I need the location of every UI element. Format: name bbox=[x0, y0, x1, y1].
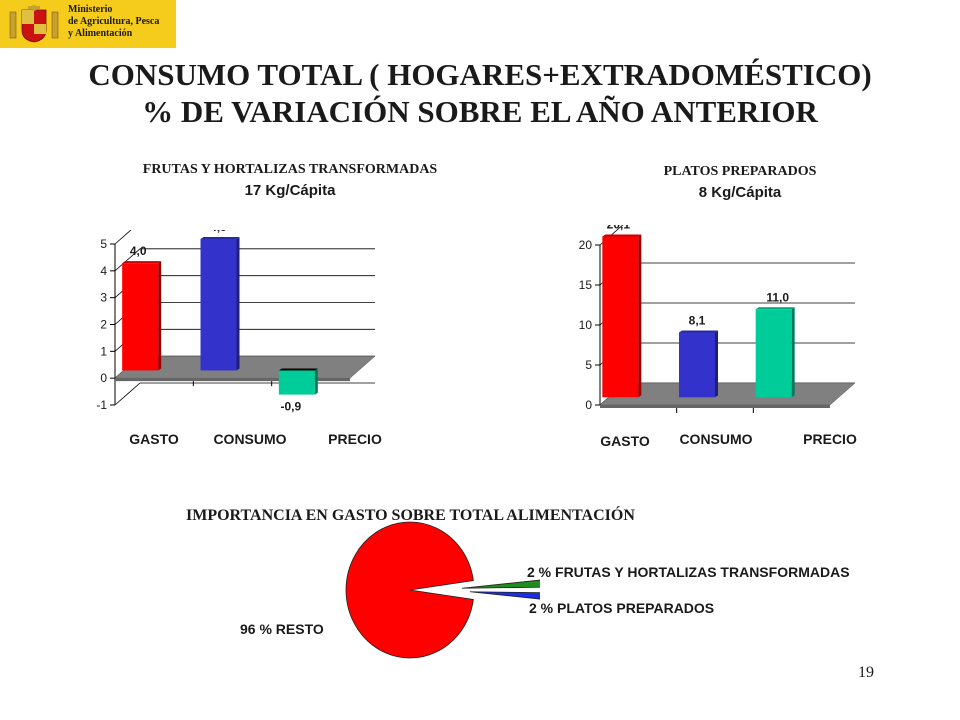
bar-1-0 bbox=[122, 263, 159, 371]
chart1-title: FRUTAS Y HORTALIZAS TRANSFORMADAS bbox=[142, 162, 438, 177]
bar-2-1 bbox=[679, 332, 715, 398]
bar-top-2-2 bbox=[755, 307, 795, 310]
pie-chart-gasto bbox=[345, 521, 540, 659]
data-label-1-1: 4,9 bbox=[210, 230, 227, 234]
bar-side-2-0 bbox=[638, 234, 642, 398]
y-tick-label-1: 0 bbox=[100, 371, 107, 385]
ministry-line-2: de Agricultura, Pesca bbox=[68, 16, 160, 27]
data-label-2-0: 20,1 bbox=[607, 225, 631, 232]
bar-side-1-2 bbox=[314, 368, 318, 395]
y-tick-label-3: 2 bbox=[100, 318, 107, 332]
bar-side-1-1 bbox=[236, 236, 240, 371]
y-tick-label-2: 10 bbox=[579, 318, 593, 332]
y-tick-label-0: -1 bbox=[96, 398, 107, 412]
grid-diag-5 bbox=[114, 248, 141, 272]
ministry-line-3: y Alimentación bbox=[68, 28, 133, 39]
y-tick-label-4: 20 bbox=[579, 238, 593, 252]
pie-label-frutas: 2 % FRUTAS Y HORTALIZAS TRANSFORMADAS bbox=[527, 564, 850, 580]
coat-of-arms-icon bbox=[9, 5, 59, 43]
bar-top-2-1 bbox=[679, 330, 718, 333]
y-tick-label-2: 1 bbox=[100, 344, 107, 358]
bar-side-1-0 bbox=[158, 261, 162, 371]
y-tick-label-4: 3 bbox=[100, 291, 107, 305]
chart-floor-edge bbox=[600, 405, 830, 408]
bar-top-2-0 bbox=[602, 234, 642, 237]
bar-side-2-1 bbox=[715, 330, 718, 398]
chart2-title: PLATOS PREPARADOS bbox=[663, 164, 817, 179]
data-label-2-1: 8,1 bbox=[689, 314, 706, 328]
ministry-line-1: Ministerio bbox=[68, 4, 113, 15]
ministry-name: Ministerio de Agricultura, Pesca y Alime… bbox=[68, 4, 159, 40]
bar-top-1-0 bbox=[122, 261, 162, 264]
category-label-1-1: CONSUMO bbox=[213, 431, 286, 447]
chart2-subtitle: 8 Kg/Cápita bbox=[698, 184, 782, 201]
pie-slice-1 bbox=[461, 579, 540, 589]
data-label-2-2: 11,0 bbox=[766, 290, 789, 304]
y-tick-label-6: 5 bbox=[100, 237, 107, 251]
bar-1-2 bbox=[278, 370, 315, 395]
pie-slice-0 bbox=[345, 521, 474, 659]
pie-slice-2 bbox=[469, 591, 540, 600]
ministry-logo: Ministerio de Agricultura, Pesca y Alime… bbox=[0, 0, 176, 48]
page-number: 19 bbox=[858, 664, 874, 681]
pie-label-platos: 2 % PLATOS PREPARADOS bbox=[529, 600, 715, 616]
category-label-2-1: CONSUMO bbox=[679, 431, 752, 447]
bar-1-1 bbox=[200, 238, 237, 371]
category-label-1-2: PRECIO bbox=[328, 431, 382, 447]
pie-chart-title: IMPORTANCIA EN GASTO SOBRE TOTAL ALIMENT… bbox=[186, 507, 635, 524]
page-title-line-2: % DE VARIACIÓN SOBRE EL AÑO ANTERIOR bbox=[142, 94, 818, 129]
bar-2-0 bbox=[602, 236, 639, 398]
bar-side-2-2 bbox=[791, 307, 795, 398]
y-tick-label-3: 15 bbox=[579, 278, 593, 292]
grid-diag-6 bbox=[114, 230, 132, 245]
chart-frutas-hortalizas: -1 0 1 2 3 4 5 4,0 4,9 -0,9 GASTO CONSUMO PRECIO bbox=[96, 230, 382, 447]
bar-top-1-2 bbox=[278, 368, 318, 371]
data-label-1-2: -0,9 bbox=[280, 400, 301, 414]
y-tick-label-0: 0 bbox=[585, 398, 592, 412]
grid-diag-0 bbox=[114, 382, 141, 406]
category-label-2-2: PRECIO bbox=[803, 431, 857, 447]
chart-platos-preparados: 0 5 10 15 20 20,1 8,1 11,0 GASTO CONSUMO PRECIO bbox=[579, 225, 857, 449]
page-title-line-1: CONSUMO TOTAL ( HOGARES+EXTRADOMÉSTICO) bbox=[88, 57, 872, 92]
bar-2-2 bbox=[755, 309, 792, 398]
y-tick-label-5: 4 bbox=[100, 264, 107, 278]
category-label-2-0: GASTO bbox=[600, 433, 650, 449]
chart1-subtitle: 17 Kg/Cápita bbox=[244, 182, 336, 199]
pie-label-resto: 96 % RESTO bbox=[240, 621, 324, 637]
y-tick-label-1: 5 bbox=[585, 358, 592, 372]
category-label-1-0: GASTO bbox=[129, 431, 179, 447]
data-label-1-0: 4,0 bbox=[130, 244, 147, 258]
bar-top-1-1 bbox=[200, 236, 240, 239]
